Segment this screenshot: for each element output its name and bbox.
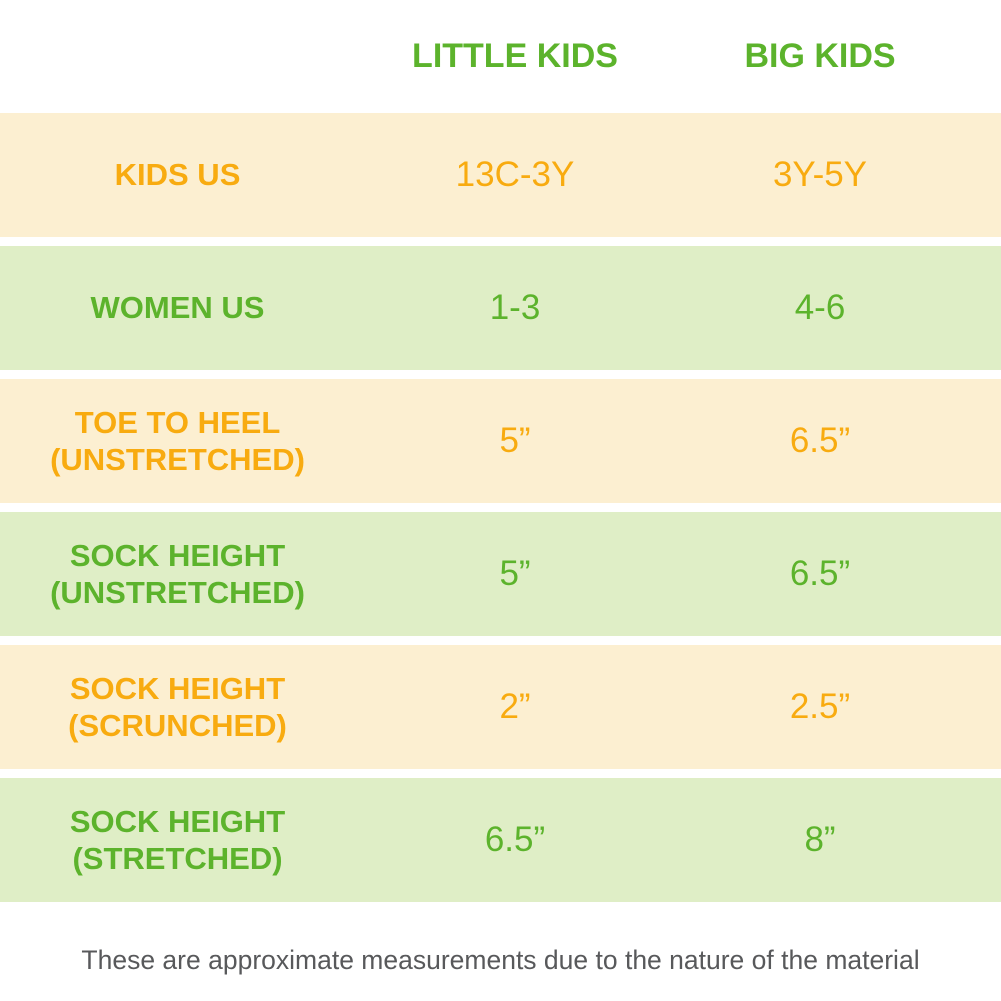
table-row-toe-to-heel-unstretched: TOE TO HEEL (UNSTRETCHED) 5” 6.5”: [0, 379, 1001, 503]
row-label: SOCK HEIGHT (STRETCHED): [69, 803, 286, 876]
cell-little-kids: 5”: [499, 554, 531, 593]
row-label: SOCK HEIGHT (SCRUNCHED): [68, 670, 287, 743]
footnote-area: These are approximate measurements due t…: [0, 911, 1001, 1001]
cell-big-kids: 2.5”: [789, 687, 851, 726]
cell-little-kids: 2”: [499, 687, 531, 726]
row-label: TOE TO HEEL (UNSTRETCHED): [50, 404, 305, 477]
row-label: KIDS US: [114, 157, 241, 193]
column-header-big-kids: BIG KIDS: [744, 37, 896, 75]
cell-big-kids: 3Y-5Y: [772, 155, 868, 194]
table-row-women-us: WOMEN US 1-3 4-6: [0, 246, 1001, 370]
row-label: WOMEN US: [90, 290, 265, 326]
row-label: SOCK HEIGHT (UNSTRETCHED): [50, 537, 305, 610]
cell-big-kids: 4-6: [794, 288, 846, 327]
cell-big-kids: 6.5”: [789, 554, 851, 593]
table-row-kids-us: KIDS US 13C-3Y 3Y-5Y: [0, 113, 1001, 237]
cell-little-kids: 6.5”: [484, 820, 546, 859]
table-row-sock-height-unstretched: SOCK HEIGHT (UNSTRETCHED) 5” 6.5”: [0, 512, 1001, 636]
footnote-text: These are approximate measurements due t…: [81, 945, 920, 975]
table-row-sock-height-stretched: SOCK HEIGHT (STRETCHED) 6.5” 8”: [0, 778, 1001, 902]
cell-big-kids: 6.5”: [789, 421, 851, 460]
column-header-little-kids: LITTLE KIDS: [412, 37, 618, 75]
cell-little-kids: 1-3: [489, 288, 541, 327]
cell-little-kids: 5”: [499, 421, 531, 460]
cell-big-kids: 8”: [804, 820, 836, 859]
header-row: LITTLE KIDS BIG KIDS: [0, 0, 1001, 113]
table-row-sock-height-scrunched: SOCK HEIGHT (SCRUNCHED) 2” 2.5”: [0, 645, 1001, 769]
cell-little-kids: 13C-3Y: [455, 155, 575, 194]
